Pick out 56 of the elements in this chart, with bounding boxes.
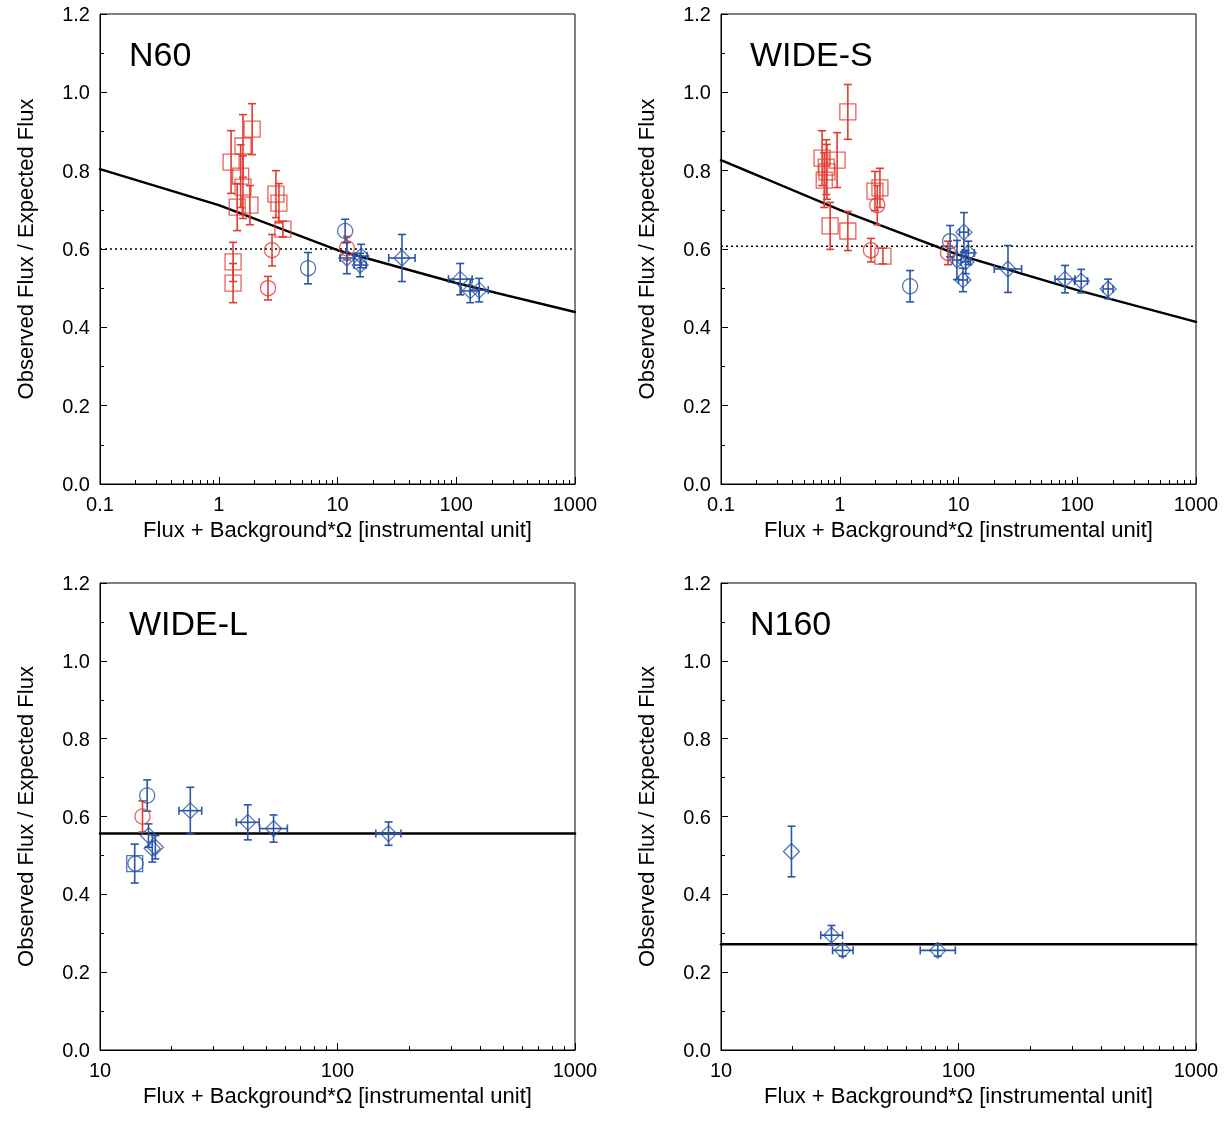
x-tick-label: 10 [88,1059,112,1081]
y-tick-label: 1.0 [683,81,711,104]
y-axis-title: Observed Flux / Expected Flux [12,98,38,400]
y-tick-label: 1.0 [62,81,90,104]
x-tick-label: 100 [439,493,473,515]
y-tick-label: 0.0 [683,473,711,495]
y-tick-label: 0.6 [683,805,711,828]
x-tick-label: 1000 [1173,1059,1219,1081]
y-tick-label: 0.0 [62,1039,90,1061]
x-tick-label: 1000 [1173,493,1219,515]
y-tick-label: 1.2 [683,572,711,594]
x-axis-title: Flux + Background*Ω [instrumental unit] [143,1083,532,1109]
x-axis-title: Flux + Background*Ω [instrumental unit] [143,517,532,543]
text: N60 [129,35,192,73]
y-tick-label: 1.0 [62,649,90,672]
y-tick-label: 1.0 [683,649,711,672]
y-tick-label: 0.0 [62,473,90,495]
y-tick-label: 0.8 [62,159,90,182]
y-tick-label: 0.8 [683,727,711,750]
x-tick-label: 1 [834,493,846,515]
x-tick-label: 10 [326,493,349,515]
text: WIDE-L [129,604,248,642]
x-tick-label: 1000 [552,493,598,515]
y-tick-label: 0.4 [683,883,711,906]
y-axis-title: Observed Flux / Expected Flux [633,98,659,400]
x-tick-label: 0.1 [86,493,114,515]
y-tick-label: 0.8 [62,727,90,750]
x-axis-title: Flux + Background*Ω [instrumental unit] [764,1083,1153,1109]
y-axis-title: Observed Flux / Expected Flux [12,666,38,967]
y-tick-label: 0.6 [62,238,90,260]
y-tick-label: 0.4 [62,316,90,339]
y-tick-label: 0.6 [683,238,711,260]
y-axis-title: Observed Flux / Expected Flux [633,666,659,967]
x-tick-label: 1 [213,493,225,515]
y-tick-label: 1.2 [62,572,90,594]
x-tick-label: 100 [941,1059,976,1081]
y-tick-label: 0.8 [683,159,711,182]
x-tick-label: 1000 [552,1059,598,1081]
y-tick-label: 1.2 [62,3,90,25]
y-tick-label: 0.2 [683,961,711,984]
y-tick-label: 0.4 [62,883,90,906]
y-tick-label: 0.6 [62,805,90,828]
y-tick-label: 0.2 [683,394,711,417]
text: WIDE-S [750,35,873,73]
x-tick-label: 10 [947,493,970,515]
x-tick-label: 0.1 [707,493,735,515]
x-tick-label: 100 [320,1059,355,1081]
y-tick-label: 0.2 [62,394,90,417]
x-tick-label: 100 [1060,493,1094,515]
x-tick-label: 10 [709,1059,733,1081]
x-axis-title: Flux + Background*Ω [instrumental unit] [764,517,1153,543]
y-tick-label: 0.4 [683,316,711,339]
y-tick-label: 0.0 [683,1039,711,1061]
y-tick-label: 1.2 [683,3,711,25]
y-tick-label: 0.2 [62,961,90,984]
text: N160 [750,604,832,642]
